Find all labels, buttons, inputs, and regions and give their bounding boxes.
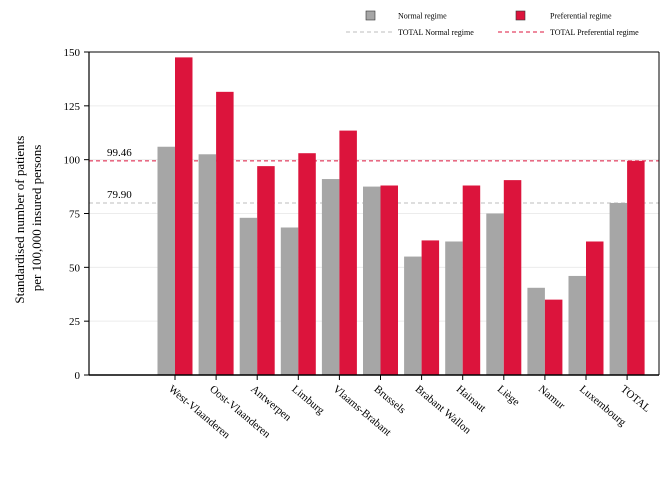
bar-normal-regime-namur (527, 287, 545, 375)
bar-normal-regime-brussels (363, 186, 381, 375)
axes: 0 25 50 75 100 125 150 (64, 47, 660, 382)
legend-swatch-normal-regime (365, 10, 376, 21)
bar-preferential-regime-hainaut (462, 185, 481, 375)
legend-label-total-preferential-regime: TOTAL Preferential regime (550, 28, 639, 37)
reference-label-total-preferential-regime: 99.46 (107, 147, 132, 159)
legend-label-preferential-regime: Preferential regime (550, 12, 612, 21)
bar-preferential-regime-luxembourg (586, 241, 604, 375)
y-tick-label: 150 (64, 47, 81, 59)
y-tick-label: 25 (69, 316, 81, 328)
legend-swatch-preferential-regime (515, 10, 526, 21)
legend-label-normal-regime: Normal regime (398, 12, 447, 21)
y-tick-label: 100 (64, 155, 81, 167)
bar-normal-regime-antwerpen (239, 217, 258, 375)
bar-preferential-regime-vlaams-brabant (339, 130, 357, 375)
y-tick-label: 0 (75, 370, 81, 382)
bar-preferential-regime-brabant-wallon (421, 240, 440, 375)
y-tick-label: 125 (64, 101, 81, 113)
bar-normal-regime-vlaams-brabant (321, 179, 340, 375)
bar-normal-regime-limburg (280, 227, 299, 375)
bar-preferential-regime-total (627, 160, 645, 375)
bar-preferential-regime-namur (544, 299, 563, 375)
bar-normal-regime-hainaut (445, 241, 463, 375)
bar-normal-regime-luxembourg (568, 275, 586, 375)
bar-normal-regime-oost-vlaanderen (198, 154, 217, 375)
reference-label-total-normal-regime: 79.90 (107, 189, 132, 201)
bar-preferential-regime-antwerpen (257, 166, 275, 375)
bar-normal-regime-total (609, 202, 628, 375)
legend-label-total-normal-regime: TOTAL Normal regime (398, 28, 474, 37)
bar-normal-regime-west-vlaanderen (157, 146, 175, 375)
bar-preferential-regime-liege (503, 180, 522, 375)
bar-preferential-regime-brussels (380, 185, 398, 375)
y-tick-label: 75 (69, 209, 81, 221)
legend: Normal regime Preferential regime TOTAL … (346, 10, 639, 37)
bar-preferential-regime-oost-vlaanderen (216, 91, 234, 375)
bar-preferential-regime-west-vlaanderen (175, 57, 193, 376)
bar-preferential-regime-limburg (298, 153, 316, 375)
bar-normal-regime-brabant-wallon (404, 256, 422, 375)
y-tick-label: 50 (69, 262, 81, 274)
bar-normal-regime-liege (486, 213, 504, 375)
bars (157, 57, 645, 376)
y-axis-title: Standardised number of patients per 100,… (12, 132, 44, 303)
